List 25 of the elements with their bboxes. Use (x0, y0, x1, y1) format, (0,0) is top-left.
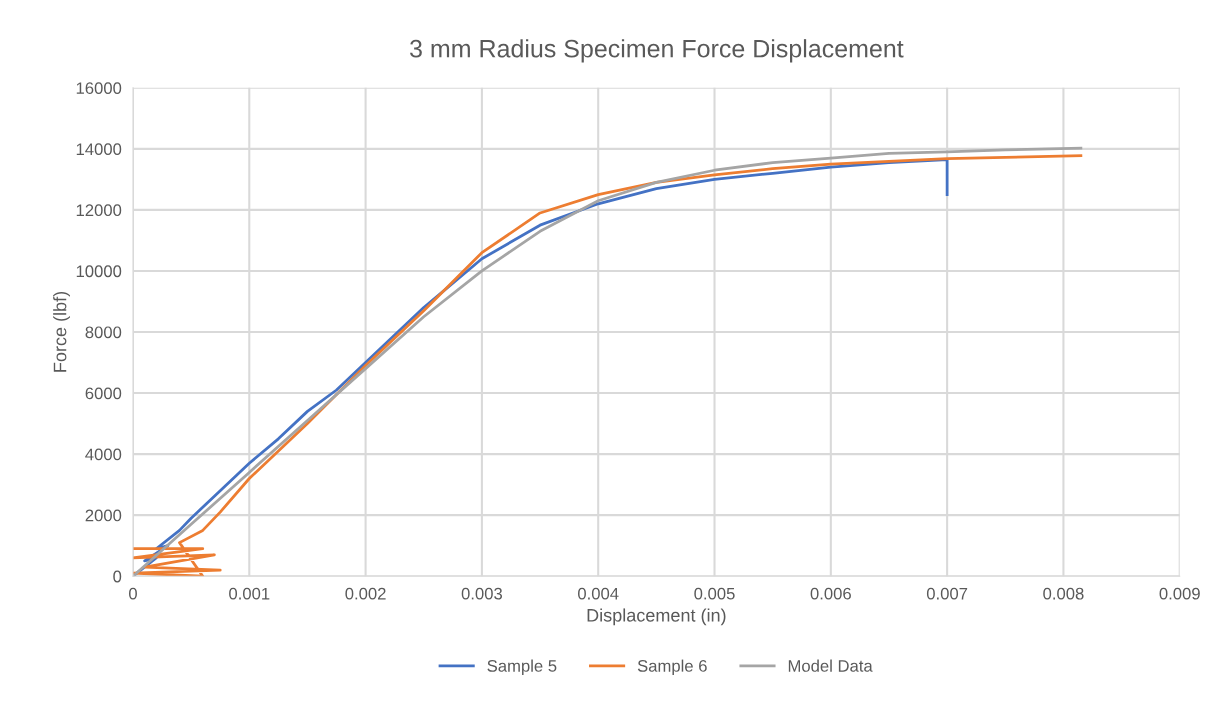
legend-label: Sample 6 (637, 659, 707, 676)
x-tick-label: 0.006 (810, 587, 851, 600)
y-tick-label: 16000 (76, 82, 122, 95)
chart-title: 3 mm Radius Specimen Force Displacement (410, 39, 904, 63)
y-tick-label: 10000 (76, 265, 122, 278)
legend-label: Sample 5 (487, 659, 557, 676)
y-tick-label: 14000 (76, 143, 122, 156)
legend-label: Model Data (788, 659, 873, 672)
x-tick-label: 0.009 (1159, 587, 1200, 600)
x-tick-label: 0.005 (694, 587, 735, 600)
x-axis-title: Displacement (in) (587, 608, 726, 626)
x-tick-label: 0.002 (345, 587, 386, 600)
y-tick-label: 4000 (85, 448, 122, 461)
y-tick-label: 12000 (76, 204, 122, 217)
x-tick-label: 0.001 (229, 587, 270, 600)
y-tick-label: 2000 (85, 509, 122, 522)
x-tick-label: 0.003 (461, 587, 503, 600)
y-tick-label: 8000 (85, 326, 122, 339)
y-axis-title: Force (lbf) (53, 292, 70, 372)
y-tick-label: 0 (113, 570, 122, 583)
x-tick-label: 0.007 (926, 587, 968, 600)
x-tick-label: 0.004 (578, 587, 619, 600)
x-tick-label: 0 (129, 587, 137, 600)
x-tick-label: 0.008 (1043, 587, 1084, 600)
y-tick-label: 6000 (85, 387, 122, 400)
